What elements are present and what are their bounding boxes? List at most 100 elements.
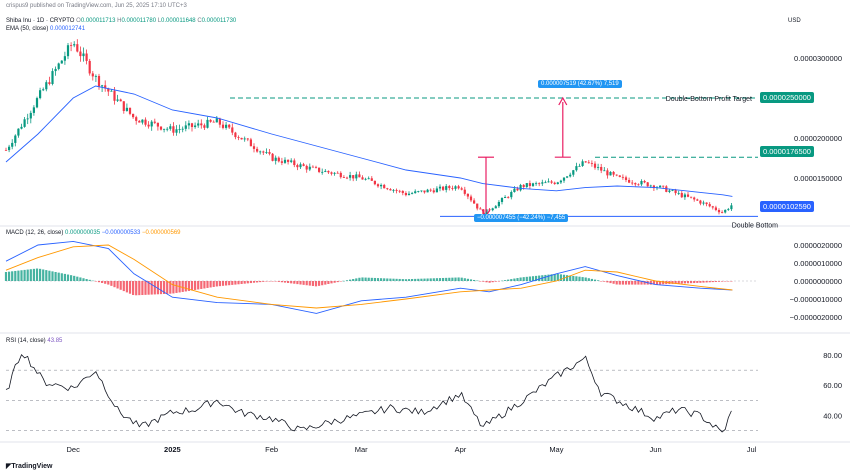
macd-histogram-bar xyxy=(392,278,395,281)
candle-body xyxy=(519,184,522,191)
macd-histogram-bar xyxy=(166,281,169,294)
ema-line xyxy=(5,85,733,197)
candle-body xyxy=(194,125,197,127)
candle-body xyxy=(454,186,457,189)
tradingview-logo[interactable]: ◤TradingView xyxy=(6,462,53,470)
macd-histogram-bar xyxy=(677,281,680,284)
candle-body xyxy=(144,119,147,125)
candle-body xyxy=(507,196,510,198)
candle-body xyxy=(597,166,600,168)
candle-body xyxy=(246,138,249,140)
macd-histogram-bar xyxy=(104,281,107,284)
macd-histogram-bar xyxy=(35,268,39,281)
macd-histogram-bar xyxy=(259,281,262,283)
candle-body xyxy=(277,157,280,162)
macd-pane[interactable] xyxy=(4,240,733,314)
macd-histogram-bar xyxy=(383,278,386,281)
candle-body xyxy=(39,90,42,99)
macd-histogram-bar xyxy=(724,281,727,282)
candle-body xyxy=(70,45,73,46)
macd-histogram-bar xyxy=(395,278,398,281)
macd-histogram-bar xyxy=(597,280,600,281)
candle-body xyxy=(395,189,398,191)
macd-histogram-bar xyxy=(463,278,466,281)
macd-histogram-bar xyxy=(714,281,717,282)
candle-body xyxy=(153,121,156,123)
macd-histogram-bar xyxy=(705,281,708,283)
macd-histogram-bar xyxy=(510,279,513,281)
macd-histogram-bar xyxy=(200,281,203,289)
candle-body xyxy=(367,178,370,180)
macd-histogram-bar xyxy=(559,274,562,281)
candle-body xyxy=(26,118,29,120)
candle-body xyxy=(556,182,559,185)
macd-histogram-bar xyxy=(318,281,321,286)
macd-histogram-bar xyxy=(299,281,302,285)
macd-histogram-bar xyxy=(609,281,612,284)
candle-body xyxy=(352,175,355,179)
macd-histogram-bar xyxy=(370,277,373,281)
candle-body xyxy=(587,162,590,164)
macd-histogram-bar xyxy=(88,279,91,281)
macd-histogram-bar xyxy=(172,281,175,294)
candle-body xyxy=(500,198,504,202)
macd-histogram-bar xyxy=(342,280,345,282)
macd-histogram-bar xyxy=(528,276,531,281)
macd-histogram-bar xyxy=(150,281,153,295)
candle-body xyxy=(122,101,125,111)
macd-histogram-bar xyxy=(373,277,376,281)
macd-histogram-bar xyxy=(110,281,113,286)
macd-histogram-bar xyxy=(442,277,445,281)
candle-body xyxy=(724,209,727,213)
macd-histogram-bar xyxy=(693,281,696,284)
macd-histogram-bar xyxy=(333,281,336,283)
macd-histogram-bar xyxy=(389,278,392,281)
candle-body xyxy=(569,174,572,177)
macd-histogram-bar xyxy=(469,279,473,281)
symbol-name[interactable]: Shiba Inu · 1D · CRYPTO xyxy=(6,18,75,24)
candle-body xyxy=(373,180,376,185)
rsi-pane[interactable] xyxy=(5,353,732,433)
macd-histogram-bar xyxy=(57,272,60,281)
candle-body xyxy=(621,176,624,178)
candle-body xyxy=(104,85,107,89)
candle-body xyxy=(581,161,584,166)
macd-histogram-bar xyxy=(54,272,57,281)
candle-body xyxy=(91,73,94,77)
macd-histogram-bar xyxy=(17,270,20,281)
y-tick-label: 40.00 xyxy=(823,411,842,420)
rsi-legend[interactable]: RSI (14, close) 43.85 xyxy=(6,338,62,344)
candle-body xyxy=(392,189,395,191)
macd-histogram-bar xyxy=(94,281,97,282)
candle-body xyxy=(234,132,237,138)
macd-legend[interactable]: MACD (12, 26, close) 0.000000035 −0.0000… xyxy=(6,230,181,236)
macd-histogram-bar xyxy=(29,269,32,281)
macd-histogram-bar xyxy=(101,281,104,283)
macd-histogram-bar xyxy=(497,281,500,282)
candle-body xyxy=(646,182,649,187)
candle-body xyxy=(572,170,575,175)
publisher-note: crispus9 published on TradingView.com, J… xyxy=(6,3,187,9)
candle-body xyxy=(708,204,711,207)
macd-histogram-bar xyxy=(187,281,190,291)
macd-histogram-bar xyxy=(206,281,209,288)
candle-body xyxy=(612,171,615,175)
macd-histogram-bar xyxy=(531,276,535,281)
x-tick-label: Feb xyxy=(265,445,278,454)
candle-body xyxy=(634,183,637,185)
macd-histogram-bar xyxy=(63,273,66,281)
candle-body xyxy=(674,190,677,194)
price-pane[interactable] xyxy=(4,39,733,217)
ema-legend[interactable]: EMA (50, close) 0.000012741 xyxy=(6,26,85,32)
macd-histogram-bar xyxy=(426,278,429,281)
y-tick-label: 0.0000010000 xyxy=(794,259,842,268)
macd-histogram-bar xyxy=(169,281,172,294)
candle-body xyxy=(249,139,252,147)
candle-body xyxy=(386,188,389,190)
ohlc-close-label: C xyxy=(197,18,202,24)
macd-histogram-bar xyxy=(535,275,538,281)
candle-body xyxy=(466,193,469,197)
candle-body xyxy=(603,170,606,172)
candle-body xyxy=(457,186,460,189)
